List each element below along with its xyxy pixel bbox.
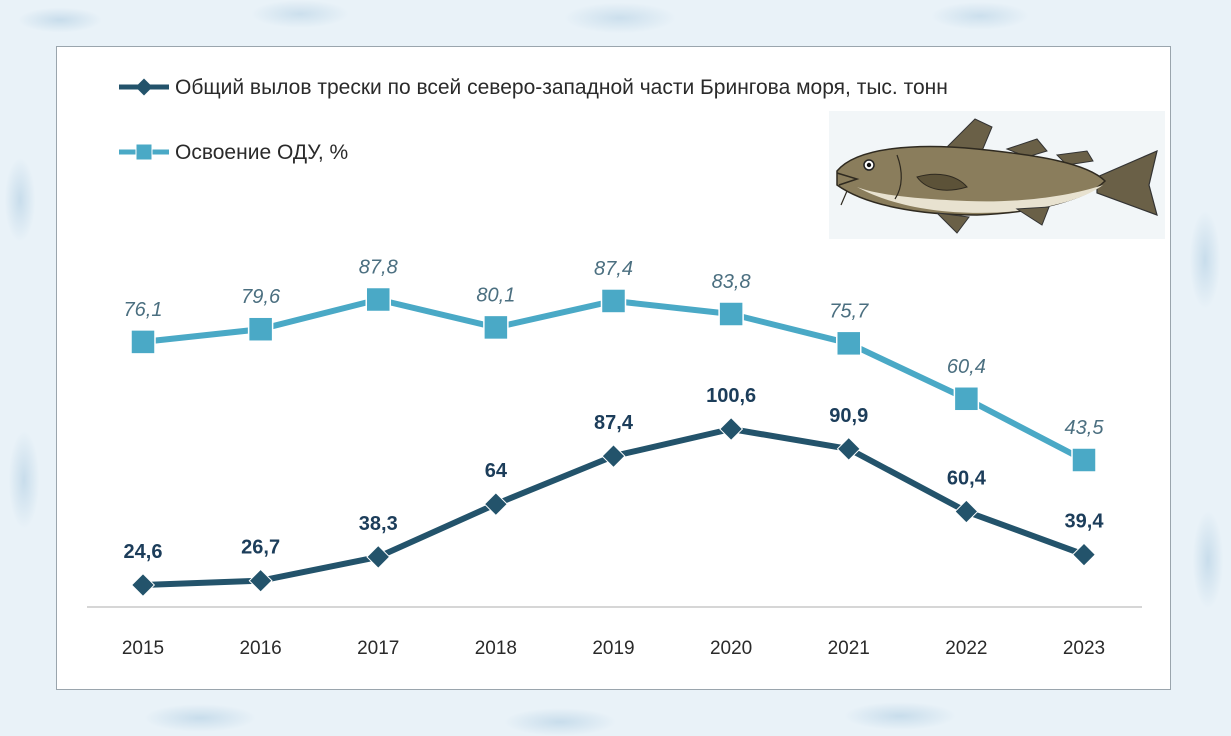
x-tick-2019: 2019 <box>592 638 634 659</box>
point-catch-2017 <box>366 544 391 569</box>
x-axis-ticks: 2015 2016 2017 2018 2019 2020 2021 2022 2023 <box>122 638 1105 659</box>
point-quota-2022 <box>953 386 980 412</box>
data-label-catch-2022: 60,4 <box>947 468 987 490</box>
x-tick-2015: 2015 <box>122 638 164 659</box>
data-label-quota-2020: 83,8 <box>712 271 751 293</box>
x-tick-2020: 2020 <box>710 638 752 659</box>
point-quota-2021 <box>836 330 862 357</box>
data-label-quota-2019: 87,4 <box>594 258 633 280</box>
series-quota: 76,1 79,6 87,8 80,1 87,4 83,8 75,7 60,4 43,5 <box>124 257 1105 473</box>
point-quota-2015 <box>130 329 156 355</box>
data-label-catch-2023: 39,4 <box>1065 511 1105 533</box>
legend-entry-quota: Освоение ОДУ, % <box>119 141 348 164</box>
data-label-quota-2016: 79,6 <box>241 286 281 308</box>
x-tick-2021: 2021 <box>828 638 870 659</box>
data-label-quota-2015: 76,1 <box>124 299 163 321</box>
x-tick-2023: 2023 <box>1063 638 1105 659</box>
point-catch-2016 <box>248 568 273 593</box>
data-label-quota-2021: 75,7 <box>829 300 869 322</box>
point-quota-2020 <box>718 301 744 327</box>
point-catch-2020 <box>719 416 744 442</box>
legend-marker-catch <box>135 78 153 96</box>
legend-label-catch: Общий вылов трески по всей северо-западн… <box>175 76 948 99</box>
x-tick-2016: 2016 <box>239 638 281 659</box>
chart-card: Общий вылов трески по всей северо-западн… <box>56 46 1171 690</box>
data-label-quota-2017: 87,8 <box>359 257 398 279</box>
point-quota-2019 <box>600 288 627 314</box>
data-label-catch-2016: 26,7 <box>241 537 280 559</box>
legend-label-quota: Освоение ОДУ, % <box>175 141 348 164</box>
x-tick-2018: 2018 <box>475 638 517 659</box>
point-catch-2021 <box>836 436 861 461</box>
point-catch-2018 <box>483 492 508 517</box>
cod-fish-illustration <box>829 111 1165 239</box>
point-quota-2017 <box>365 286 391 313</box>
data-label-catch-2018: 64 <box>485 460 508 482</box>
point-catch-2022 <box>954 499 979 524</box>
legend-marker-quota <box>135 143 153 161</box>
point-quota-2023 <box>1071 447 1097 473</box>
data-label-quota-2023: 43,5 <box>1065 417 1105 439</box>
point-quota-2018 <box>483 314 509 341</box>
point-catch-2023 <box>1071 542 1097 567</box>
data-label-quota-2022: 60,4 <box>947 356 986 378</box>
series-catch: 24,6 26,7 38,3 64 87,4 100,6 90,9 60,4 39,4 <box>124 385 1105 598</box>
point-quota-2016 <box>247 316 274 342</box>
data-label-catch-2017: 38,3 <box>359 513 398 535</box>
line-chart: Общий вылов трески по всей северо-западн… <box>87 76 1165 659</box>
legend: Общий вылов трески по всей северо-западн… <box>119 76 948 164</box>
x-tick-2017: 2017 <box>357 638 399 659</box>
data-label-catch-2015: 24,6 <box>124 541 163 563</box>
x-tick-2022: 2022 <box>945 638 987 659</box>
data-label-catch-2021: 90,9 <box>829 405 868 427</box>
point-catch-2019 <box>601 444 626 469</box>
data-label-quota-2018: 80,1 <box>476 284 515 306</box>
data-label-catch-2019: 87,4 <box>594 412 634 434</box>
legend-entry-catch: Общий вылов трески по всей северо-западн… <box>119 76 948 99</box>
series-line-quota <box>142 296 1086 463</box>
point-catch-2015 <box>130 572 156 598</box>
data-label-catch-2020: 100,6 <box>706 385 756 407</box>
